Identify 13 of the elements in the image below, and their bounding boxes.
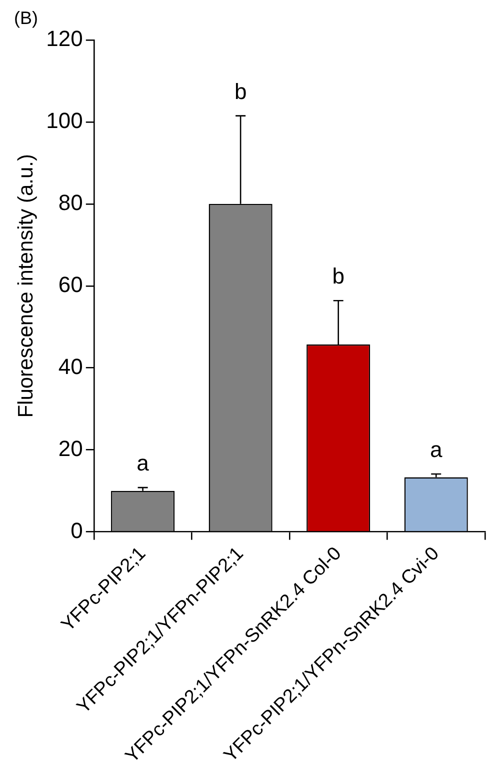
annotation: a	[430, 437, 443, 462]
annotation: b	[234, 78, 247, 104]
y-tick-label: 40	[58, 354, 83, 379]
y-tick-label: 20	[58, 436, 83, 461]
y-tick-label: 80	[58, 190, 83, 215]
y-axis-title: Fluorescence intensity (a.u.)	[14, 154, 38, 418]
annotation: a	[136, 450, 150, 476]
y-tick-label: 0	[70, 518, 83, 543]
annotation: b	[332, 264, 344, 289]
y-tick-label: 60	[58, 272, 83, 297]
text: (B)	[14, 8, 38, 28]
y-tick-label: 120	[46, 26, 83, 52]
y-tick-label: 100	[46, 108, 83, 134]
